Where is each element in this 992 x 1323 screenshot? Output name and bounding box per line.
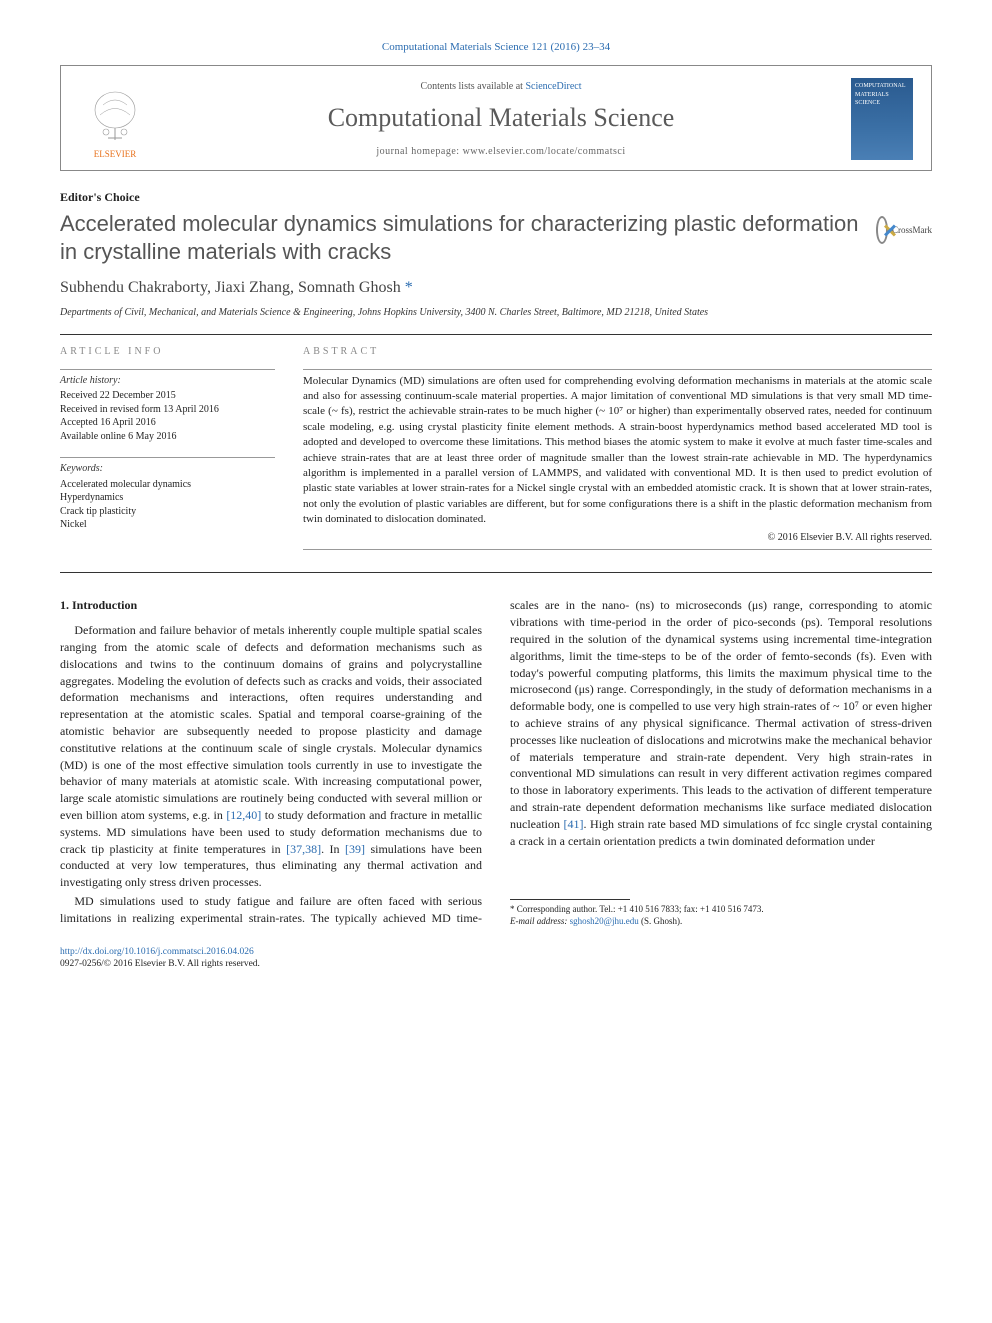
article-info-heading: article info — [60, 345, 275, 359]
online-date: Available online 6 May 2016 — [60, 430, 275, 444]
abstract-column: abstract Molecular Dynamics (MD) simulat… — [303, 345, 932, 555]
crossmark-label: CrossMark — [892, 224, 932, 237]
homepage-url[interactable]: www.elsevier.com/locate/commatsci — [463, 146, 626, 157]
history-label: Article history: — [60, 374, 275, 388]
contents-prefix: Contents lists available at — [420, 81, 525, 92]
elsevier-tree-icon — [88, 90, 142, 148]
authors-line: Subhendu Chakraborty, Jiaxi Zhang, Somna… — [60, 277, 932, 299]
divider — [60, 369, 275, 370]
crossmark-badge[interactable]: CrossMark — [876, 210, 932, 250]
crossmark-icon — [876, 216, 888, 244]
abstract-text: Molecular Dynamics (MD) simulations are … — [303, 374, 932, 528]
divider — [60, 334, 932, 335]
citation-link[interactable]: [39] — [345, 842, 365, 856]
author-names: Subhendu Chakraborty, Jiaxi Zhang, Somna… — [60, 279, 401, 296]
keyword: Accelerated molecular dynamics — [60, 478, 275, 492]
publisher-name: ELSEVIER — [94, 148, 137, 161]
page-footer: http://dx.doi.org/10.1016/j.commatsci.20… — [60, 946, 932, 971]
affiliation: Departments of Civil, Mechanical, and Ma… — [60, 306, 932, 320]
received-date: Received 22 December 2015 — [60, 389, 275, 403]
email-link[interactable]: sghosh20@jhu.edu — [570, 916, 639, 926]
doi-link[interactable]: http://dx.doi.org/10.1016/j.commatsci.20… — [60, 947, 254, 957]
corresponding-mark: * — [405, 279, 413, 296]
email-suffix: (S. Ghosh). — [639, 916, 683, 926]
homepage-prefix: journal homepage: — [376, 146, 462, 157]
divider — [303, 369, 932, 370]
journal-header: ELSEVIER Contents lists available at Sci… — [60, 65, 932, 171]
body-paragraph: Deformation and failure behavior of meta… — [60, 622, 482, 891]
keyword: Crack tip plasticity — [60, 505, 275, 519]
footnote-corr: * Corresponding author. Tel.: +1 410 516… — [510, 904, 932, 916]
corresponding-author-footnote: * Corresponding author. Tel.: +1 410 516… — [510, 904, 932, 927]
section-1-title: 1. Introduction — [60, 597, 482, 614]
keyword: Nickel — [60, 518, 275, 532]
journal-name: Computational Materials Science — [165, 100, 837, 136]
contents-line: Contents lists available at ScienceDirec… — [165, 80, 837, 94]
keyword: Hyperdynamics — [60, 491, 275, 505]
issn-copyright: 0927-0256/© 2016 Elsevier B.V. All right… — [60, 959, 260, 969]
body-text: Deformation and failure behavior of meta… — [60, 623, 482, 822]
keywords-label: Keywords: — [60, 462, 275, 476]
email-label: E-mail address: — [510, 916, 570, 926]
revised-date: Received in revised form 13 April 2016 — [60, 403, 275, 417]
publisher-logo: ELSEVIER — [79, 78, 151, 160]
editors-choice-label: Editor's Choice — [60, 189, 932, 206]
keywords-block: Keywords: Accelerated molecular dynamics… — [60, 462, 275, 532]
body-text: . In — [321, 842, 345, 856]
citation-link[interactable]: [41] — [564, 817, 584, 831]
article-history-block: Article history: Received 22 December 20… — [60, 374, 275, 444]
divider — [303, 549, 932, 550]
journal-cover-thumbnail: COMPUTATIONAL MATERIALS SCIENCE — [851, 78, 913, 160]
divider — [60, 457, 275, 458]
divider — [60, 572, 932, 573]
abstract-copyright: © 2016 Elsevier B.V. All rights reserved… — [303, 531, 932, 545]
article-title: Accelerated molecular dynamics simulatio… — [60, 210, 860, 265]
abstract-heading: abstract — [303, 345, 932, 359]
sciencedirect-link[interactable]: ScienceDirect — [525, 81, 581, 92]
article-info-column: article info Article history: Received 2… — [60, 345, 275, 555]
citation-link[interactable]: [37,38] — [286, 842, 321, 856]
body-two-column: 1. Introduction Deformation and failure … — [60, 597, 932, 927]
journal-reference: Computational Materials Science 121 (201… — [60, 40, 932, 55]
journal-homepage: journal homepage: www.elsevier.com/locat… — [165, 145, 837, 159]
citation-link[interactable]: [12,40] — [226, 808, 261, 822]
footnote-separator — [510, 899, 630, 900]
accepted-date: Accepted 16 April 2016 — [60, 416, 275, 430]
header-center: Contents lists available at ScienceDirec… — [165, 80, 837, 158]
